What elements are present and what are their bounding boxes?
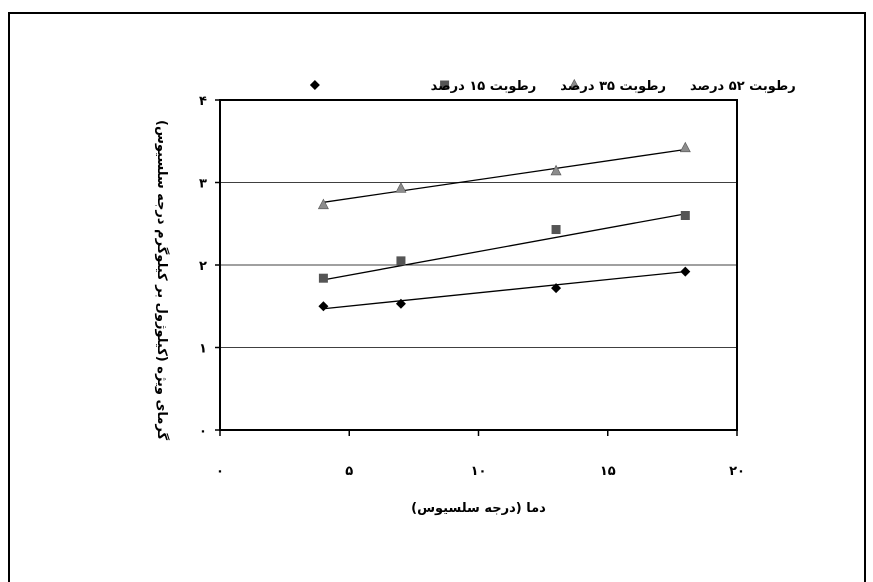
x-tick-label-4: ۲۰ [729, 464, 745, 479]
point-series-2-1 [395, 182, 407, 193]
point-series-0-3 [680, 266, 691, 277]
point-series-2-2 [550, 164, 562, 176]
legend-label-series-2: رطوبت ۵۲ درصد [690, 79, 796, 94]
point-series-2-0 [317, 198, 329, 210]
point-series-1-3 [680, 211, 690, 220]
trendline-series-0 [323, 270, 686, 310]
x-tick-label-2: ۱۰ [471, 464, 487, 479]
point-series-1-0 [318, 273, 328, 283]
trendline-series-2 [323, 148, 686, 203]
x-tick-label-3: ۱۵ [600, 464, 616, 479]
point-series-0-1 [395, 298, 406, 309]
legend: رطوبت ۵۲ درصد رطوبت ۳۵ درصد رطوبت ۱۵ درصد [306, 75, 796, 95]
point-series-0-0 [318, 301, 329, 312]
legend-label-series-0: رطوبت ۱۵ درصد [431, 79, 537, 94]
y-tick-label-4: ۴ [199, 94, 207, 109]
y-tick-label-3: ۳ [199, 177, 207, 192]
legend-marker-series-2 [568, 78, 580, 90]
y-tick-label-2: ۲ [199, 259, 207, 274]
trendline-series-1 [323, 213, 686, 281]
x-tick-label-0: ۰ [216, 464, 224, 479]
legend-label-series-1: رطوبت ۳۵ درصد [560, 79, 666, 94]
point-series-2-3 [679, 141, 691, 153]
x-axis-title: دما (درجه سلسیوس) [411, 501, 546, 516]
point-series-1-2 [551, 225, 561, 235]
x-tick-label-1: ۵ [345, 464, 353, 479]
point-series-0-2 [551, 283, 562, 294]
y-tick-label-0: ۰ [199, 424, 207, 439]
legend-marker-series-0 [309, 80, 320, 90]
grid-layer [220, 182, 737, 348]
legend-box [306, 75, 700, 95]
y-axis-title: گرمای ویژه (کیلوژول بر کیلوگرم درجه سلسی… [154, 120, 170, 440]
data-layer [317, 141, 691, 312]
legend-marker-series-1 [440, 80, 450, 90]
tick-layer: ۰ ۱ ۲ ۳ ۴ ۰ ۵ ۱۰ ۱۵ ۲۰ [199, 94, 745, 479]
y-tick-label-1: ۱ [199, 342, 207, 357]
point-series-1-1 [396, 256, 406, 266]
